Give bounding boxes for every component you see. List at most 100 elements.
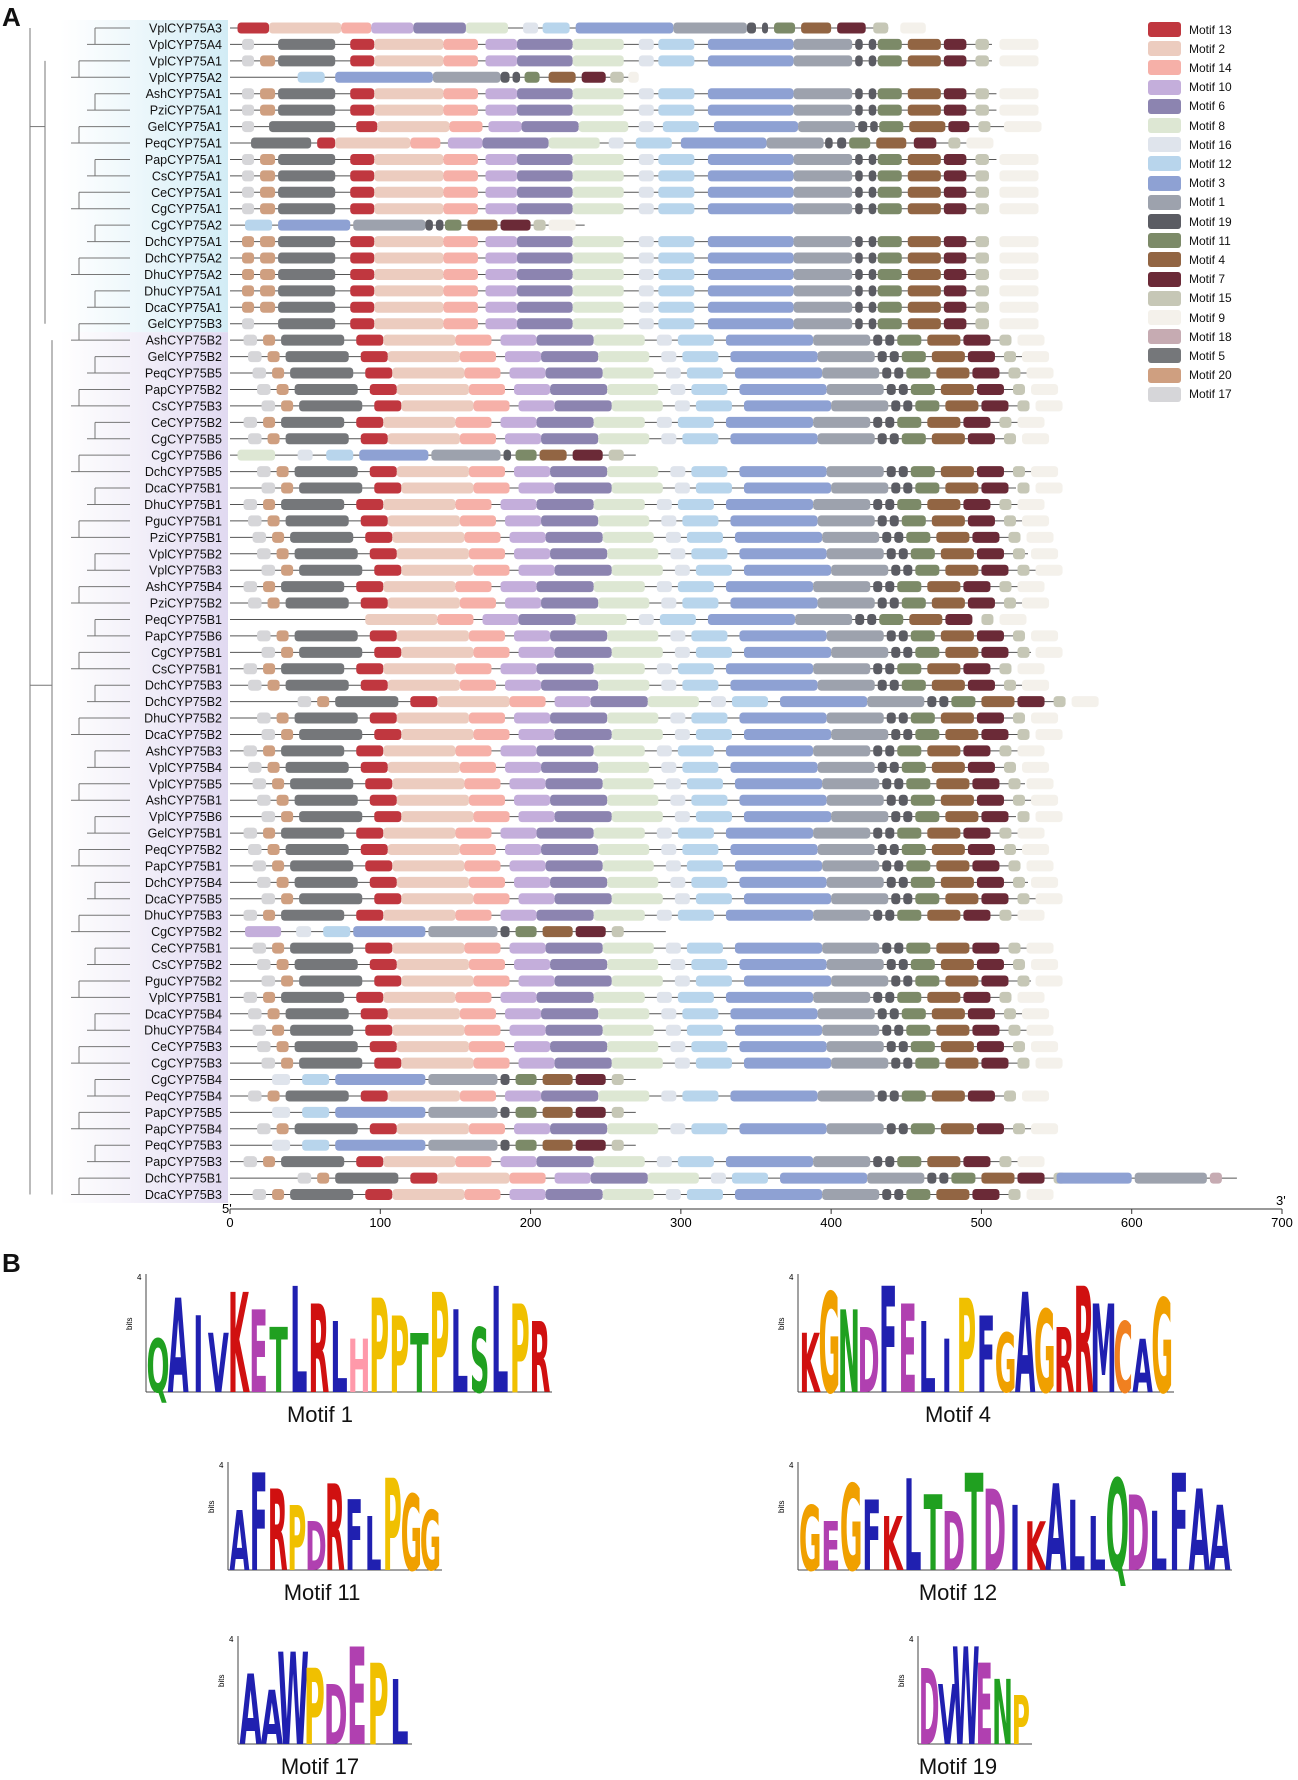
motif-box — [877, 186, 902, 198]
motif-box — [473, 893, 510, 905]
sequence-row: PapCYP75B2 — [145, 383, 1059, 397]
motif-box — [900, 22, 926, 34]
motif-box — [536, 663, 594, 675]
sequence-row: PapCYP75B4 — [145, 1122, 1059, 1136]
logo-y-label: bits — [207, 1501, 216, 1513]
motif-box — [891, 400, 901, 412]
motif-box — [1003, 844, 1016, 855]
motif-box — [951, 696, 976, 708]
motif-box — [1012, 548, 1026, 560]
motif-box — [889, 351, 899, 363]
motif-box — [257, 1123, 271, 1135]
motif-box — [725, 581, 814, 593]
motif-box — [281, 663, 345, 675]
motif-box — [670, 876, 686, 888]
motif-box — [943, 285, 967, 297]
motif-box — [263, 581, 276, 593]
motif-box — [707, 268, 794, 280]
motif-box — [817, 515, 875, 527]
motif-box — [868, 301, 877, 313]
logo-letter: G — [995, 1318, 1017, 1408]
motif-box — [730, 1090, 818, 1102]
motif-box — [360, 597, 388, 609]
motif-box — [517, 285, 573, 297]
motif-box — [907, 285, 941, 297]
motif-box — [999, 334, 1012, 346]
motif-box — [936, 942, 970, 954]
sequence-name: PapCYP75B5 — [145, 1106, 222, 1120]
motif-box — [939, 1172, 949, 1184]
motif-box — [554, 811, 612, 823]
motif-box — [485, 252, 518, 264]
motif-box — [572, 301, 624, 313]
motif-box — [505, 1090, 542, 1102]
motif-box — [873, 827, 883, 839]
motif-box — [940, 1041, 974, 1053]
motif-box — [945, 811, 979, 823]
motif-box — [572, 252, 624, 264]
motif-box — [943, 318, 967, 330]
logo-letter: E — [347, 1630, 367, 1760]
motif-box — [242, 121, 255, 133]
motif-box — [374, 252, 444, 264]
motif-box — [281, 991, 345, 1003]
motif-box — [695, 1057, 732, 1069]
motif-box — [369, 1123, 397, 1135]
motif-box — [1017, 696, 1045, 708]
motif-box — [746, 22, 756, 34]
motif-box — [691, 712, 728, 724]
motif-box — [817, 433, 875, 445]
motif-box — [967, 433, 995, 445]
motif-box — [894, 942, 904, 954]
motif-box — [554, 482, 612, 494]
motif-box — [468, 548, 506, 560]
motif-box — [695, 564, 732, 576]
motif-box — [656, 1156, 672, 1168]
legend-item: Motif 8 — [1148, 116, 1225, 135]
motif-box — [281, 745, 345, 757]
motif-box — [252, 860, 267, 872]
motif-box — [972, 367, 1000, 379]
motif-box — [459, 1090, 497, 1102]
motif-box — [730, 597, 818, 609]
motif-box — [635, 137, 672, 149]
motif-box — [317, 137, 336, 149]
logo-letter: K — [800, 1318, 822, 1408]
sequence-name: DhuCYP75A2 — [144, 268, 222, 282]
motif-box — [455, 498, 492, 510]
sequence-name: VplCYP75B5 — [149, 777, 222, 791]
motif-box — [981, 646, 1009, 658]
motif-box — [272, 1106, 291, 1118]
motif-box — [545, 778, 603, 790]
logo-letter: M — [1090, 1279, 1116, 1408]
motif-box — [468, 876, 506, 888]
motif-box — [1209, 1172, 1222, 1184]
sequence-name: CeCYP75B1 — [151, 942, 222, 956]
panel-b-label: B — [2, 1248, 21, 1278]
motif-box — [903, 482, 913, 494]
motif-box — [500, 1139, 510, 1151]
motif-box — [817, 1090, 875, 1102]
sequence-row: CgCYP75B2 — [151, 925, 666, 939]
motif-box — [707, 170, 794, 182]
motif-box — [931, 1090, 965, 1102]
motif-box — [550, 1123, 608, 1135]
motif-box — [656, 334, 672, 346]
motif-box — [297, 71, 325, 83]
motif-box — [940, 548, 974, 560]
legend-item: Motif 5 — [1148, 346, 1225, 365]
motif-box — [285, 1008, 349, 1020]
logo-letter: A — [1132, 1324, 1153, 1408]
motif-box — [459, 597, 497, 609]
motif-box — [907, 104, 941, 116]
motif-box — [1035, 975, 1063, 987]
motif-box — [518, 975, 555, 987]
motif-box — [1017, 745, 1045, 757]
motif-box — [545, 1024, 603, 1036]
motif-box — [927, 1172, 937, 1184]
motif-box — [695, 893, 732, 905]
logo-letter: A — [1189, 1468, 1210, 1586]
motif-box — [541, 761, 599, 773]
motif-box — [575, 1106, 606, 1118]
motif-box — [541, 1090, 599, 1102]
